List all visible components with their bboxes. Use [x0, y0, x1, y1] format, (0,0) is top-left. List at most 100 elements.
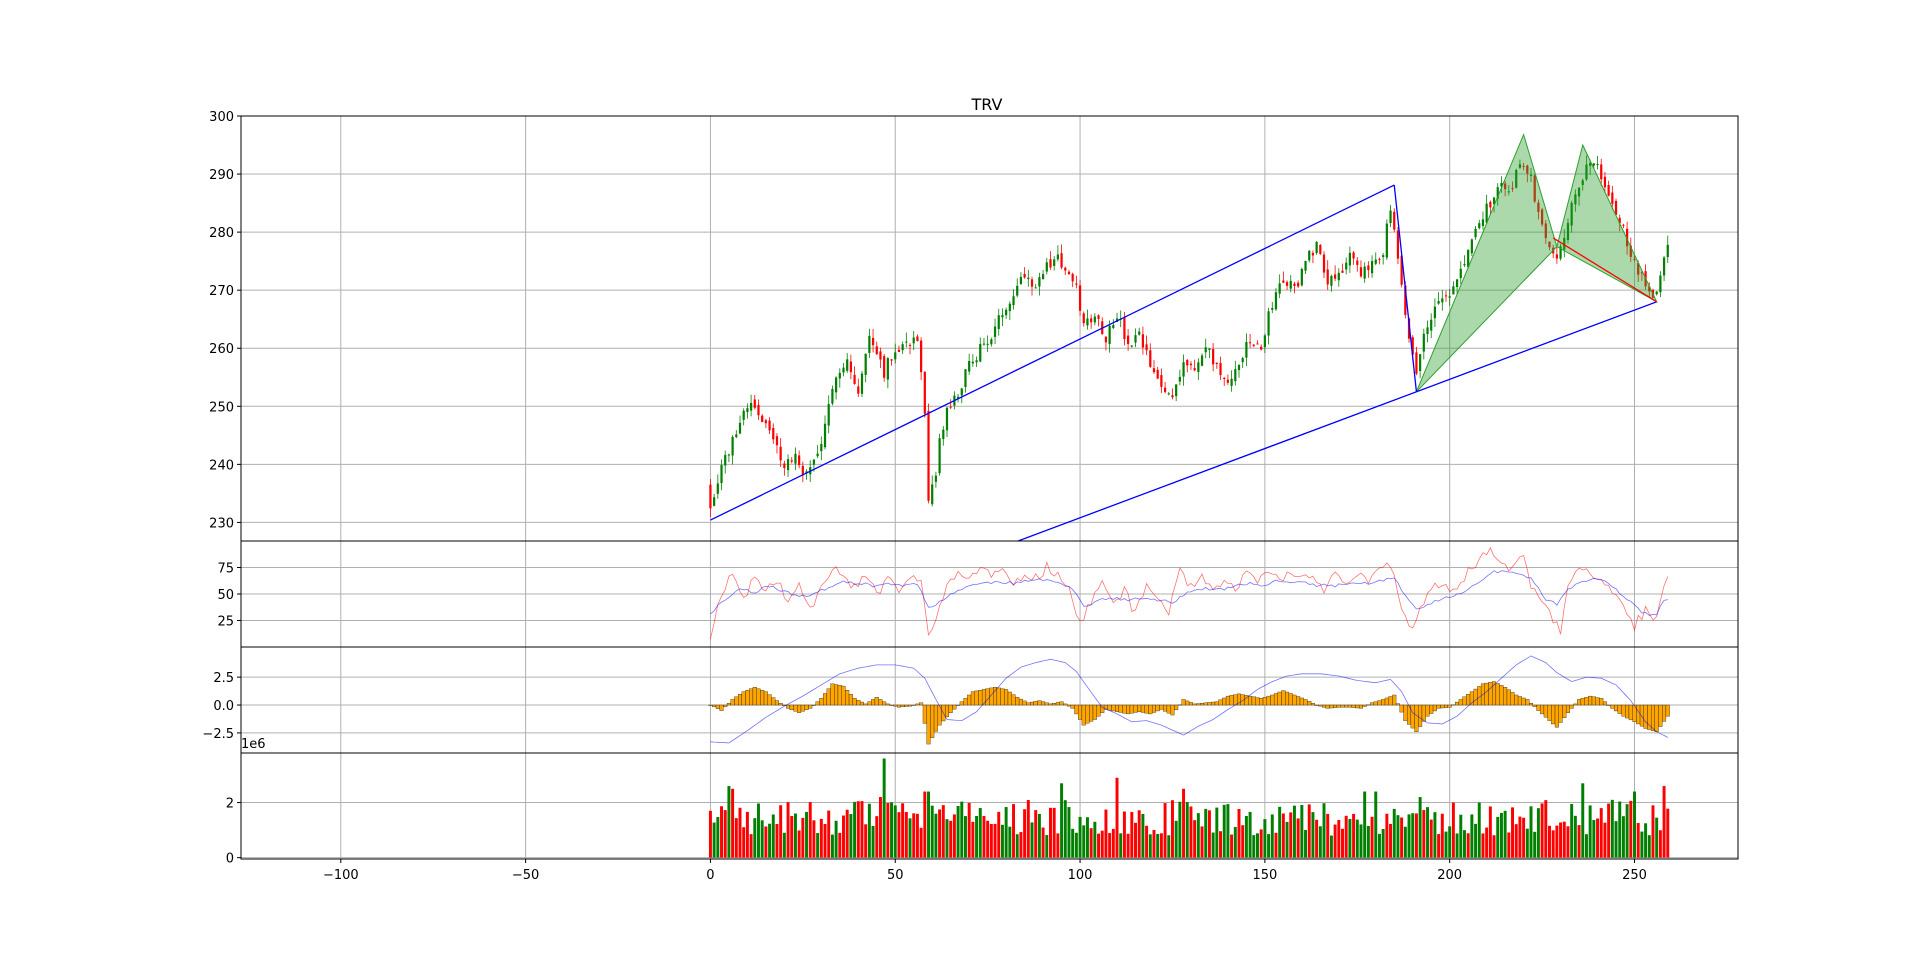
volume-bar — [875, 816, 879, 858]
candle-body — [1489, 201, 1492, 208]
macd-histogram-bar — [1322, 704, 1327, 708]
x-tick-label: 200 — [1437, 868, 1462, 883]
macd-histogram-bar — [1078, 704, 1083, 720]
candle-body — [786, 459, 790, 471]
volume-bar — [1555, 825, 1559, 858]
candle-body — [753, 399, 756, 408]
macd-histogram-bar — [1270, 694, 1275, 706]
candle-body — [1452, 286, 1455, 295]
macd-histogram-bar — [1296, 696, 1301, 706]
macd-histogram-bar — [1048, 703, 1053, 706]
macd-histogram-bar — [834, 684, 839, 706]
volume-bar — [782, 832, 786, 858]
macd-histogram-bar — [1292, 694, 1297, 706]
volume-bar — [853, 801, 857, 858]
macd-histogram-bar — [789, 704, 794, 711]
volume-bar — [708, 810, 712, 858]
macd-histogram-bar — [745, 689, 750, 706]
harmonic-pattern-triangle — [1415, 133, 1558, 393]
macd-histogram-bar — [1163, 704, 1168, 712]
candle-body — [1600, 164, 1603, 180]
candle-body — [949, 406, 952, 408]
volume-bar — [1485, 827, 1489, 858]
volume-bar — [1448, 826, 1452, 858]
candle-body — [1393, 211, 1396, 230]
macd-histogram-bar — [1055, 702, 1060, 706]
candle-body — [1352, 252, 1355, 259]
macd-histogram-bar — [1181, 699, 1186, 706]
macd-histogram-bar — [948, 704, 953, 713]
volume-bar — [878, 797, 882, 858]
candle-body — [1282, 280, 1285, 283]
volume-bar — [1640, 831, 1644, 858]
volume-bar — [945, 819, 949, 858]
volume-bar — [812, 820, 816, 858]
macd-histogram-bar — [815, 701, 820, 706]
macd-histogram-bar — [723, 704, 728, 708]
volume-bar — [1278, 806, 1282, 858]
candle-body — [1086, 318, 1089, 326]
macd-histogram-bar — [893, 704, 898, 707]
candle-body — [1507, 191, 1510, 193]
volume-bar — [1341, 828, 1344, 858]
volume-bar — [1093, 821, 1097, 858]
y-tick-label: 280 — [209, 226, 234, 241]
macd-histogram-bar — [1551, 704, 1556, 725]
volume-bar — [1392, 808, 1396, 858]
axes-frame — [240, 752, 1739, 860]
candle-body — [1637, 263, 1640, 275]
candle-body — [945, 407, 949, 431]
macd-histogram-bar — [885, 703, 890, 706]
volume-bar — [1178, 801, 1182, 858]
macd-histogram-bar — [1429, 704, 1434, 714]
candle-body — [764, 420, 767, 424]
macd-histogram-bar — [778, 703, 783, 706]
candle-body — [1577, 187, 1581, 197]
macd-histogram-bar — [1137, 704, 1142, 712]
candle-body — [827, 404, 830, 426]
candle-body — [1581, 180, 1584, 185]
volume-bar — [1374, 791, 1378, 858]
candle-body — [860, 373, 864, 394]
volume-bar — [1655, 817, 1659, 858]
volume-bar — [1219, 831, 1222, 858]
macd-histogram-bar — [763, 691, 768, 706]
volume-bar — [1429, 819, 1433, 858]
macd-histogram-bar — [1115, 704, 1120, 712]
candle-body — [908, 344, 912, 346]
candle-body — [912, 337, 915, 344]
candle-body — [942, 429, 945, 440]
y-tick-label: 270 — [209, 284, 234, 299]
volume-bar — [1134, 822, 1137, 858]
volume-bar — [1666, 808, 1670, 858]
candle-body — [1518, 164, 1522, 168]
rsi-fast-line — [710, 546, 1669, 640]
candle-body — [1396, 230, 1400, 259]
macd-histogram-bar — [1418, 704, 1423, 727]
rsi-slow-line — [710, 570, 1668, 616]
macd-histogram-bar — [1377, 700, 1382, 706]
volume-bar — [1126, 833, 1130, 858]
x-tick-label: −50 — [512, 868, 539, 883]
volume-bar — [1056, 833, 1060, 858]
macd-histogram-bar — [1432, 704, 1437, 712]
macd-histogram-bar — [1007, 691, 1012, 706]
volume-bar — [1389, 823, 1393, 858]
volume-bar — [1026, 800, 1030, 858]
volume-bar — [742, 827, 746, 858]
macd-histogram-bar — [1625, 704, 1630, 719]
volume-bar — [1411, 813, 1415, 858]
volume-bar — [1370, 816, 1374, 858]
macd-histogram-bar — [859, 701, 864, 706]
macd-histogram-bar — [1351, 704, 1356, 708]
macd-histogram-bar — [1503, 687, 1508, 706]
macd-histogram-bar — [908, 704, 913, 707]
candle-body — [1082, 313, 1085, 324]
macd-histogram-bar — [911, 704, 916, 706]
volume-bar — [838, 832, 842, 858]
candle-body — [1005, 309, 1008, 316]
macd-histogram-bar — [1517, 696, 1522, 706]
macd-histogram-bar — [1200, 703, 1205, 706]
candle-body — [1359, 267, 1363, 277]
volume-bar — [1274, 832, 1278, 858]
